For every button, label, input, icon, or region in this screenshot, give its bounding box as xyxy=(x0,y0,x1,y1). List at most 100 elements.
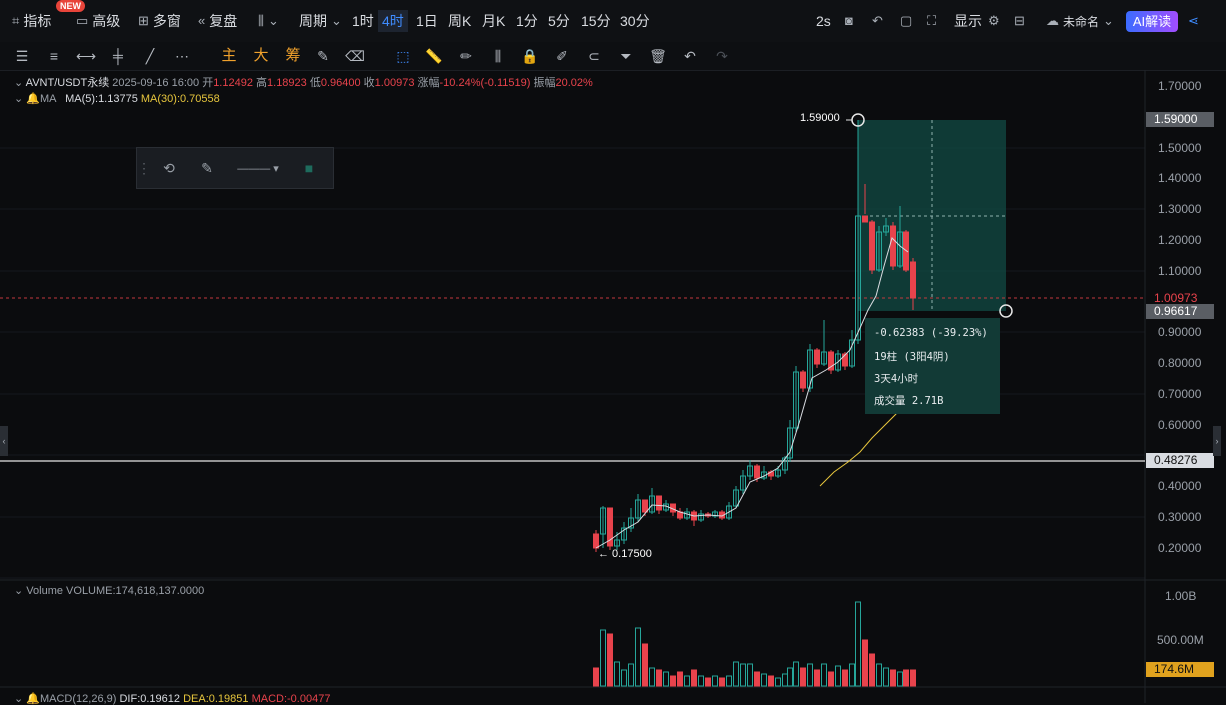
volume-tick: 500.00M xyxy=(1157,633,1204,647)
volume-bar xyxy=(807,663,813,687)
comment-icon[interactable]: ▢ xyxy=(900,13,913,28)
bell-icon[interactable]: 🔔 xyxy=(26,693,40,705)
interval-1d[interactable]: 1日 xyxy=(416,13,438,29)
chart-type-button[interactable]: ⫼ ⌄ xyxy=(258,10,279,32)
volume-bar xyxy=(733,661,739,687)
volume-bar xyxy=(876,663,882,687)
collapse-icon[interactable]: ⌄ xyxy=(14,77,24,89)
scroll-left-icon[interactable]: ‹ xyxy=(0,426,8,456)
refresh-rate[interactable]: 2s xyxy=(816,13,831,29)
fill-color-icon[interactable]: ■ xyxy=(304,160,314,176)
volume-bar xyxy=(684,675,690,687)
trash-icon[interactable]: 🗑 xyxy=(649,48,667,64)
more-tools-icon[interactable]: ⋯ xyxy=(175,48,189,64)
edit-icon[interactable]: ✎ xyxy=(317,48,329,64)
volume-bar xyxy=(787,667,793,687)
candle-body xyxy=(747,465,753,477)
interval-4h[interactable]: 4时 xyxy=(378,10,408,32)
volume-bar xyxy=(719,677,725,687)
collapse-icon[interactable]: ⌄ xyxy=(14,585,24,597)
ruler-icon[interactable]: 📏 xyxy=(425,48,443,64)
camera-icon[interactable]: ◙ xyxy=(845,13,853,28)
grid-layout-icon[interactable]: ⊟ xyxy=(1014,13,1025,28)
template-icon[interactable]: ⟲ xyxy=(163,159,175,176)
bell-icon[interactable]: 🔔 xyxy=(26,93,40,105)
volume-bar xyxy=(677,671,683,687)
undo-tool-icon[interactable]: ↶ xyxy=(684,48,696,64)
collapse-icon[interactable]: ⌄ xyxy=(14,93,24,105)
volume-bar xyxy=(910,669,916,687)
interval-15m[interactable]: 15分 xyxy=(581,13,611,29)
candlestick-chart[interactable] xyxy=(0,70,1226,703)
parallel-lines-icon[interactable]: ≡ xyxy=(49,48,59,64)
display-button[interactable]: 显示 xyxy=(954,10,982,32)
interval-1mo[interactable]: 月K xyxy=(482,13,506,29)
replay-button[interactable]: «复盘 xyxy=(198,10,237,32)
low-label: 低 xyxy=(309,77,321,89)
drawing-toolbar: ☰ ≡ ⟷ ╪ ╱ ⋯ 主 大 筹 ✎ ⌫ ⬚ 📏 ✏ ⫼ 🔒 ✐ ⊂ ⏷ 🗑 … xyxy=(0,42,1226,71)
macd-label: MACD(12,26,9) xyxy=(39,693,117,705)
ma-label: MA xyxy=(39,93,56,105)
filter-icon[interactable]: ⏷ xyxy=(620,48,632,64)
undo-icon[interactable]: ↶ xyxy=(872,13,883,28)
interval-30m[interactable]: 30分 xyxy=(620,13,650,29)
change-value: -10.24%(-0.11519) xyxy=(439,77,531,89)
volume-bar xyxy=(642,643,648,687)
fullscreen-icon[interactable]: ⛶ xyxy=(927,13,937,28)
interval-1m[interactable]: 1分 xyxy=(516,13,538,29)
change-label: 涨幅 xyxy=(417,77,440,89)
lock-icon[interactable]: 🔒 xyxy=(521,48,539,64)
volume-bar xyxy=(698,675,704,687)
volume-bar xyxy=(814,669,820,687)
note-icon[interactable]: ✐ xyxy=(556,48,568,64)
volume-bar xyxy=(670,675,676,687)
eraser-icon[interactable]: ⌫ xyxy=(345,48,365,64)
chip-distribution-button[interactable]: 筹 xyxy=(285,47,301,64)
cross-line-icon[interactable]: ╪ xyxy=(113,48,123,64)
multi-window-button[interactable]: ⊞ 多窗 xyxy=(138,10,181,32)
drag-handle-icon[interactable]: ⋮ xyxy=(137,159,151,176)
interval-1w[interactable]: 周K xyxy=(448,13,472,29)
big-order-button[interactable]: 大 xyxy=(253,47,269,64)
pencil-icon[interactable]: ✏ xyxy=(460,48,472,64)
period-button[interactable]: 周期 ⌄ xyxy=(299,10,342,32)
line-style-select[interactable]: ——— ▾ xyxy=(237,162,279,175)
scroll-right-icon[interactable]: › xyxy=(1213,426,1221,456)
volume-value: VOLUME:174,618,137.0000 xyxy=(66,585,205,597)
indicators-button[interactable]: ⌗ 指标 xyxy=(12,10,51,32)
measure-anchor-handle[interactable] xyxy=(999,304,1013,318)
volume-current-tag: 174.6M xyxy=(1146,662,1214,677)
interval-1h[interactable]: 1时 xyxy=(352,13,374,29)
horizontal-ray-icon[interactable]: ⟷ xyxy=(76,48,97,64)
candle-tool-icon[interactable]: ⫼ xyxy=(494,48,502,64)
redo-tool-icon[interactable]: ↷ xyxy=(716,48,728,64)
ma-info-line: ⌄ 🔔MA MA(5):1.13775 MA(30):0.70558 xyxy=(14,92,220,105)
collapse-icon[interactable]: ⌄ xyxy=(14,693,24,705)
dea-value: DEA:0.19851 xyxy=(183,693,249,705)
select-icon[interactable]: ⬚ xyxy=(396,48,410,64)
volume-bar xyxy=(663,671,669,687)
trend-line-icon[interactable]: ╱ xyxy=(145,48,155,64)
magnet-icon[interactable]: ⊂ xyxy=(588,48,600,64)
candle-body xyxy=(607,507,613,547)
main-chart-button[interactable]: 主 xyxy=(221,47,237,64)
drawing-float-toolbar: ⋮ ⟲ ✎ ——— ▾ ■ xyxy=(136,147,334,189)
candle-body xyxy=(740,475,746,491)
share-icon[interactable]: ⋖ xyxy=(1188,13,1199,28)
menu-lines-icon[interactable]: ☰ xyxy=(15,48,29,64)
price-tick: 1.20000 xyxy=(1158,233,1202,247)
interval-5m[interactable]: 5分 xyxy=(548,13,570,29)
price-tick: 1.30000 xyxy=(1158,202,1202,216)
replay-label: 复盘 xyxy=(209,13,238,29)
layout-name-button[interactable]: ☁ 未命名 ⌄ xyxy=(1046,10,1114,32)
advanced-button[interactable]: ▭ 高级 xyxy=(76,10,120,32)
settings-icon[interactable]: ⚙ xyxy=(988,13,1000,28)
candle-body xyxy=(890,225,896,267)
volume-bar xyxy=(855,601,861,687)
volume-bar xyxy=(614,661,620,687)
candle-body xyxy=(621,527,627,541)
advanced-label: 高级 xyxy=(92,13,121,29)
chart-line-icon: ⌗ xyxy=(12,13,20,28)
pen-icon[interactable]: ✎ xyxy=(201,159,213,176)
ai-analysis-button[interactable]: AI解读 xyxy=(1126,11,1178,32)
